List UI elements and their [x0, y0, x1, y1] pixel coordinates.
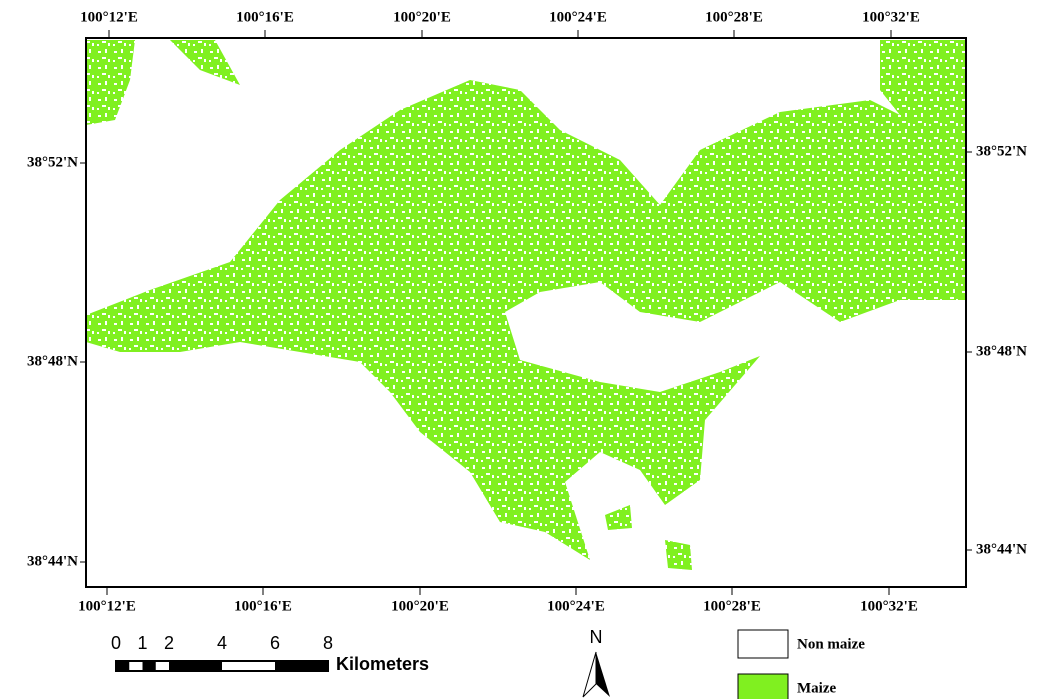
top-label: 100°28'E — [705, 9, 763, 25]
scale-seg — [275, 661, 328, 671]
north-arrow: N — [583, 627, 610, 697]
arrow-left — [583, 652, 596, 697]
right-label: 38°48'N — [976, 343, 1027, 359]
scale-label: 6 — [270, 633, 280, 653]
top-label: 100°32'E — [862, 9, 920, 25]
scale-label: 2 — [164, 633, 174, 653]
top-label: 100°24'E — [549, 9, 607, 25]
map-figure: 100°12'E 100°16'E 100°20'E 100°24'E 100°28'E… — [0, 0, 1038, 699]
bottom-label: 100°32'E — [860, 598, 918, 614]
top-label: 100°12'E — [80, 9, 138, 25]
scale-seg — [116, 661, 129, 671]
scale-unit: Kilometers — [336, 654, 429, 674]
scale-label: 0 — [111, 633, 121, 653]
right-label: 38°52'N — [976, 143, 1027, 159]
north-label: N — [590, 627, 603, 647]
scale-label: 1 — [137, 633, 147, 653]
bottom-label: 100°28'E — [703, 598, 761, 614]
right-label: 38°44'N — [976, 541, 1027, 557]
bottom-label: 100°20'E — [391, 598, 449, 614]
top-label: 100°16'E — [236, 9, 294, 25]
top-label: 100°20'E — [393, 9, 451, 25]
scale-seg — [143, 661, 156, 671]
arrow-right — [596, 652, 610, 697]
bottom-label: 100°24'E — [547, 598, 605, 614]
scale-seg — [169, 661, 222, 671]
bottom-label: 100°16'E — [234, 598, 292, 614]
scale-label: 4 — [217, 633, 227, 653]
left-label: 38°52'N — [27, 154, 78, 170]
left-label: 38°48'N — [27, 353, 78, 369]
legend: Non maize Maize — [738, 630, 865, 699]
legend-swatch — [738, 674, 788, 699]
scale-label: 8 — [323, 633, 333, 653]
legend-label: Non maize — [797, 636, 865, 652]
legend-swatch — [738, 630, 788, 658]
legend-label: Maize — [797, 680, 836, 696]
maize-area — [86, 40, 966, 570]
left-label: 38°44'N — [27, 553, 78, 569]
bottom-label: 100°12'E — [78, 598, 136, 614]
